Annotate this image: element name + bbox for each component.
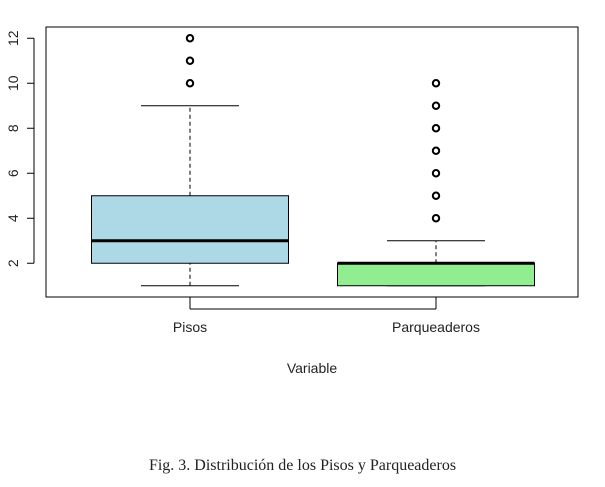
- outlier-point: [185, 34, 195, 43]
- outlier-point: [431, 101, 441, 110]
- outlier-point: [431, 214, 441, 223]
- y-tick-label: 2: [5, 259, 21, 267]
- y-tick-label: 4: [5, 214, 21, 222]
- outlier-point: [431, 146, 441, 155]
- boxplot-chart: 2 4 6 8 10 12 Pisos Parqueaderos Variable: [5, 26, 579, 376]
- plot-frame: [45, 26, 579, 298]
- y-tick-label: 12: [5, 30, 21, 46]
- x-axis-label: Variable: [287, 360, 338, 376]
- iqr-box: [91, 195, 289, 264]
- box-group-pisos: [91, 34, 289, 287]
- outlier-point: [185, 56, 195, 65]
- figure-caption: Fig. 3. Distribución de los Pisos y Parq…: [148, 457, 457, 474]
- outlier-point: [431, 169, 441, 178]
- outlier-point: [431, 191, 441, 200]
- iqr-box: [337, 262, 535, 287]
- box-group-parqueaderos: [337, 79, 535, 287]
- outlier-point: [431, 79, 441, 88]
- x-tick-label: Pisos: [173, 319, 207, 335]
- y-tick-label: 10: [5, 75, 21, 91]
- y-tick-label: 6: [5, 169, 21, 177]
- outlier-point: [431, 124, 441, 133]
- x-tick-label: Parqueaderos: [392, 319, 480, 335]
- y-tick-label: 8: [5, 124, 21, 132]
- outlier-point: [185, 79, 195, 88]
